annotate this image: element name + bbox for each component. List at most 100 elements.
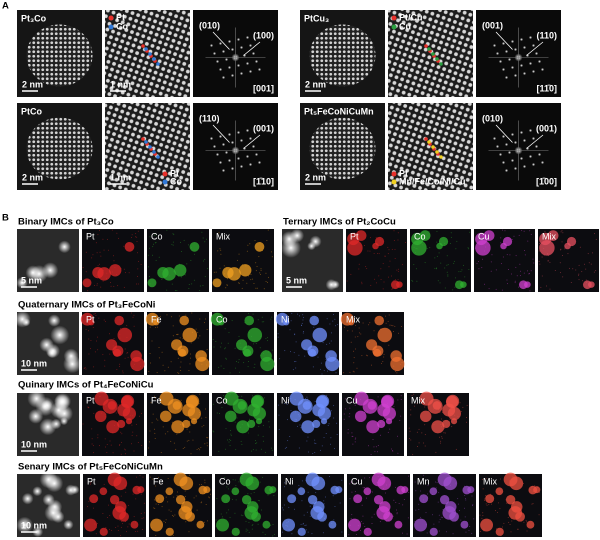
map-noise [166, 289, 168, 291]
map-blob [414, 518, 428, 532]
map-noise [86, 506, 88, 508]
legend-label: Mn/Fe/Co/Ni/Cu [399, 176, 466, 186]
map-noise [432, 514, 434, 516]
map-noise [307, 531, 309, 533]
particle [51, 510, 65, 524]
map-noise [320, 368, 322, 370]
map-noise [167, 366, 169, 368]
map-noise [97, 437, 99, 439]
map-noise [259, 273, 261, 275]
map-noise [139, 415, 141, 417]
map-noise [510, 273, 512, 275]
arrow [212, 31, 230, 50]
map-noise [93, 366, 95, 368]
map-noise [263, 397, 265, 399]
atom-marker [156, 155, 160, 159]
map-noise [526, 521, 528, 523]
map-noise [117, 525, 119, 527]
map-noise [341, 479, 343, 481]
map-noise [122, 370, 124, 372]
map-noise [394, 248, 396, 250]
map-noise [466, 404, 468, 406]
map-noise [110, 285, 112, 287]
map-blob [242, 345, 254, 357]
map-noise [109, 282, 111, 284]
map-noise [288, 506, 290, 508]
map-noise [128, 272, 130, 274]
map-noise [364, 526, 366, 528]
map-noise [561, 241, 563, 243]
map-blob [475, 232, 488, 246]
map-noise [156, 372, 158, 374]
map-noise [446, 255, 448, 257]
map-noise [118, 404, 120, 406]
map-noise [382, 263, 384, 265]
map-blob [159, 410, 172, 423]
map-noise [436, 482, 438, 484]
map-noise [468, 269, 470, 271]
legend-label: Co [116, 21, 128, 31]
map-noise [399, 419, 401, 421]
map-noise [506, 254, 508, 256]
map-noise [212, 403, 214, 405]
map-noise [228, 509, 230, 511]
map-blob [132, 485, 142, 495]
legend-label: Cu [399, 21, 411, 31]
map-noise [388, 314, 390, 316]
map-noise [94, 313, 96, 315]
map-noise [527, 240, 529, 242]
map-noise [83, 367, 85, 369]
map-blob [185, 511, 195, 522]
map-noise [239, 282, 241, 284]
map-noise [216, 412, 218, 414]
map-blob [147, 278, 157, 288]
map-noise [323, 437, 325, 439]
particle [325, 278, 338, 291]
map-noise [127, 356, 129, 358]
map-noise [272, 523, 274, 525]
map-noise [223, 367, 225, 369]
map-noise [277, 336, 279, 338]
map-noise [306, 396, 308, 398]
map-noise [227, 439, 229, 441]
map-blob [485, 494, 495, 504]
map-noise [175, 448, 177, 450]
map-noise [503, 522, 505, 524]
map-noise [358, 263, 360, 265]
map-noise [343, 418, 345, 420]
map-noise [261, 321, 263, 323]
map-noise [383, 418, 385, 420]
map-noise [560, 231, 562, 233]
map-noise [218, 366, 220, 368]
map-noise [314, 451, 316, 453]
map-noise [336, 422, 338, 424]
map-noise [388, 344, 390, 346]
map-noise [501, 229, 503, 231]
arrow [212, 124, 230, 143]
map-noise [220, 346, 222, 348]
map-noise [133, 314, 135, 316]
map-noise [163, 520, 165, 522]
map-noise [120, 526, 122, 528]
map-noise [256, 442, 258, 444]
map-noise [444, 267, 446, 269]
map-noise [155, 398, 157, 400]
fft-spot [513, 47, 518, 52]
map-noise [391, 275, 393, 277]
map-noise [438, 492, 440, 494]
fft-spot [248, 162, 253, 167]
map-noise [354, 441, 356, 443]
map-noise [398, 503, 400, 505]
map-noise [111, 229, 113, 231]
map-noise [451, 426, 453, 428]
map-blob [231, 487, 240, 496]
map-noise [434, 257, 436, 259]
legend-dot [162, 171, 168, 177]
fft-spot [525, 146, 530, 151]
map-noise [311, 533, 313, 535]
map-noise [248, 313, 250, 315]
map-noise [270, 524, 272, 526]
map-noise [124, 357, 126, 359]
map-noise [383, 356, 385, 358]
map-noise [148, 441, 150, 443]
